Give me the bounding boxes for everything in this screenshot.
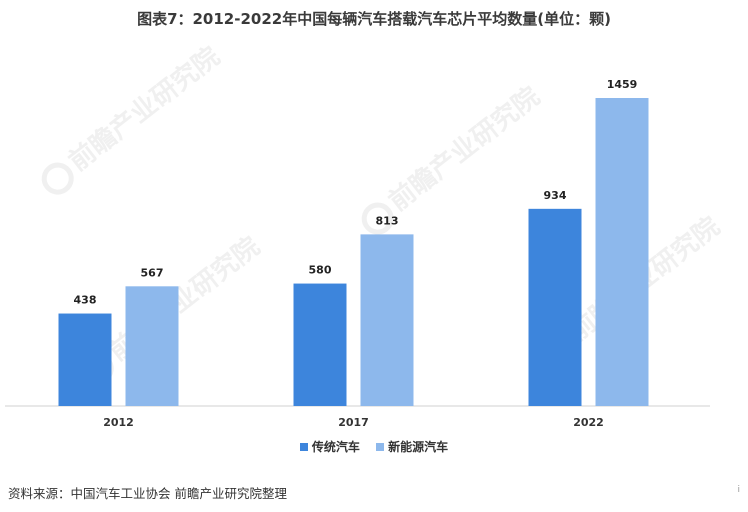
chart-legend: 传统汽车 新能源汽车	[0, 438, 748, 455]
legend-swatch-new-energy	[376, 442, 385, 451]
data-label-2017-new-energy: 813	[376, 214, 399, 227]
legend-item-traditional: 传统汽车	[299, 438, 360, 455]
corner-mark: i	[737, 485, 740, 495]
bar-2017-traditional	[293, 283, 347, 406]
bar-2022-traditional	[528, 208, 582, 406]
data-label-2012-traditional: 438	[74, 294, 97, 307]
data-label-2017-traditional: 580	[309, 264, 332, 277]
legend-label-traditional: 传统汽车	[311, 440, 360, 454]
legend-swatch-traditional	[299, 442, 308, 451]
legend-label-new-energy: 新能源汽车	[388, 440, 449, 454]
data-label-2022-traditional: 934	[544, 189, 567, 202]
source-note: 资料来源：中国汽车工业协会 前瞻产业研究院整理	[8, 486, 287, 501]
bar-2012-new-energy	[125, 286, 179, 406]
chart-title: 图表7：2012-2022年中国每辆汽车搭载汽车芯片平均数量(单位：颗)	[137, 10, 611, 28]
bar-2017-new-energy	[360, 234, 414, 406]
data-label-2022-new-energy: 1459	[607, 78, 638, 91]
bar-2012-traditional	[58, 313, 112, 406]
x-tick-label-2012: 2012	[103, 416, 134, 429]
bar-2022-new-energy	[595, 98, 649, 406]
legend-item-new-energy: 新能源汽车	[376, 438, 448, 455]
x-tick-label-2022: 2022	[573, 416, 604, 429]
x-tick-label-2017: 2017	[338, 416, 369, 429]
data-label-2012-new-energy: 567	[141, 266, 164, 279]
